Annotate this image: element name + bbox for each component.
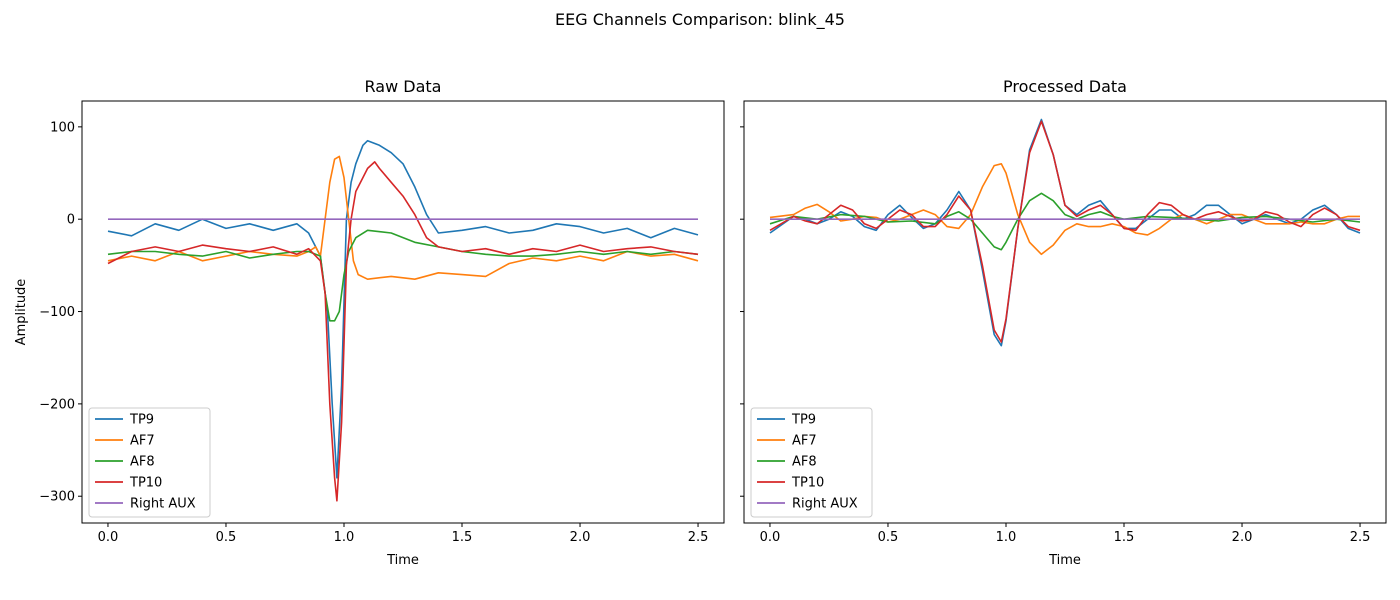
x-axis-label: Time [386, 553, 419, 568]
y-tick-label: 0 [67, 213, 75, 228]
series-line-tp9 [769, 118, 1361, 347]
legend-box [750, 407, 873, 518]
series-line-tp10 [107, 161, 699, 502]
x-tick-label: 1.0 [334, 530, 355, 545]
x-tick-label: 0.0 [760, 530, 781, 545]
x-tick-label: 2.5 [688, 530, 709, 545]
y-tick-label: 100 [50, 120, 75, 135]
y-tick-label: −300 [39, 490, 75, 505]
legend-entry: TP9 [791, 413, 816, 428]
legend-entry: Right AUX [130, 497, 196, 512]
legend-entry: TP10 [791, 476, 824, 491]
x-axis-label: Time [1048, 553, 1081, 568]
legend-entry: AF8 [130, 455, 155, 470]
x-tick-label: 1.5 [1114, 530, 1135, 545]
x-tick-label: 2.0 [570, 530, 591, 545]
panel-title: Processed Data [1003, 77, 1127, 96]
y-tick-label: −200 [39, 397, 75, 412]
x-tick-label: 0.5 [216, 530, 237, 545]
x-tick-label: 1.5 [452, 530, 473, 545]
x-tick-label: 2.5 [1350, 530, 1371, 545]
x-tick-label: 0.5 [878, 530, 899, 545]
x-tick-label: 0.0 [98, 530, 119, 545]
series-line-af7 [769, 163, 1360, 256]
series-line-af7 [107, 155, 699, 281]
series-line-af8 [107, 229, 699, 322]
legend-entry: AF7 [130, 434, 155, 449]
x-tick-label: 2.0 [1232, 530, 1253, 545]
panel-title: Raw Data [365, 77, 442, 96]
y-tick-label: −100 [39, 305, 75, 320]
legend-entry: AF7 [792, 434, 817, 449]
figure-title: EEG Channels Comparison: blink_45 [555, 10, 845, 30]
legend-entry: TP9 [129, 413, 154, 428]
series-line-tp9 [107, 139, 699, 479]
y-axis-label: Amplitude [14, 279, 29, 346]
legend-entry: TP10 [129, 476, 162, 491]
legend-entry: Right AUX [792, 497, 858, 512]
legend-box [88, 407, 211, 518]
x-tick-label: 1.0 [996, 530, 1017, 545]
series-line-tp10 [769, 120, 1361, 343]
legend-entry: AF8 [792, 455, 817, 470]
